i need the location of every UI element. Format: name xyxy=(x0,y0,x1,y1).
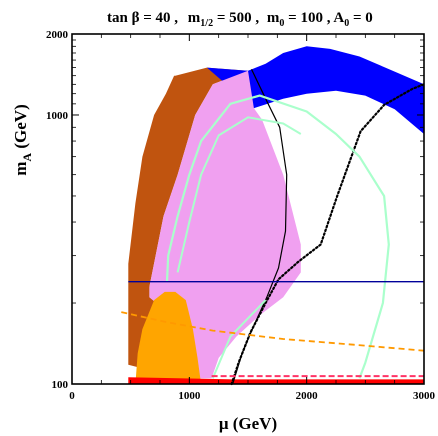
black-dotted-curve xyxy=(230,83,426,386)
title-m0-sub: 0 xyxy=(279,18,284,29)
y-axis-label-sub: A xyxy=(20,153,34,162)
brown-band xyxy=(128,67,248,379)
y-axis-label: mA (GeV) xyxy=(11,104,34,175)
title-a0-val: = 0 xyxy=(349,10,373,26)
x-tick-label: 0 xyxy=(69,390,75,402)
title-m12: m xyxy=(188,10,201,26)
x-axis-label: μ (GeV) xyxy=(219,414,277,433)
title-a0: A xyxy=(333,10,344,26)
plot-layer xyxy=(121,46,426,386)
title-m12-val: = 500 , xyxy=(213,10,259,26)
y-axis-label-unit: (GeV) xyxy=(11,104,30,153)
red-strip xyxy=(128,377,425,384)
mint-contour-outer xyxy=(165,94,390,379)
title-a0-sub: 0 xyxy=(344,18,349,29)
title-m0: m xyxy=(267,10,280,26)
x-tick-label: 3000 xyxy=(413,390,436,402)
chart-title: tan β = 40 , m1/2 = 500 , m0 = 100 , A0 … xyxy=(107,10,373,29)
mint-contour-bottom xyxy=(211,299,267,379)
x-tick-label: 2000 xyxy=(296,390,319,402)
y-tick-label: 100 xyxy=(52,379,69,391)
y-axis-label-main: m xyxy=(11,162,30,176)
y-tick-label: 2000 xyxy=(46,29,69,41)
title-m12-sub: 1/2 xyxy=(200,18,213,29)
blue-band xyxy=(206,46,424,134)
mint-contour-inner xyxy=(176,116,302,273)
title-tanb: tan β = 40 , xyxy=(107,10,178,26)
tick-layer: 0 1000 2000 3000 100 1000 2000 xyxy=(46,29,436,402)
orange-region xyxy=(135,291,202,384)
title-m0-val: = 100 , xyxy=(284,10,333,26)
x-tick-label: 1000 xyxy=(178,390,201,402)
y-tick-label: 1000 xyxy=(46,110,69,122)
